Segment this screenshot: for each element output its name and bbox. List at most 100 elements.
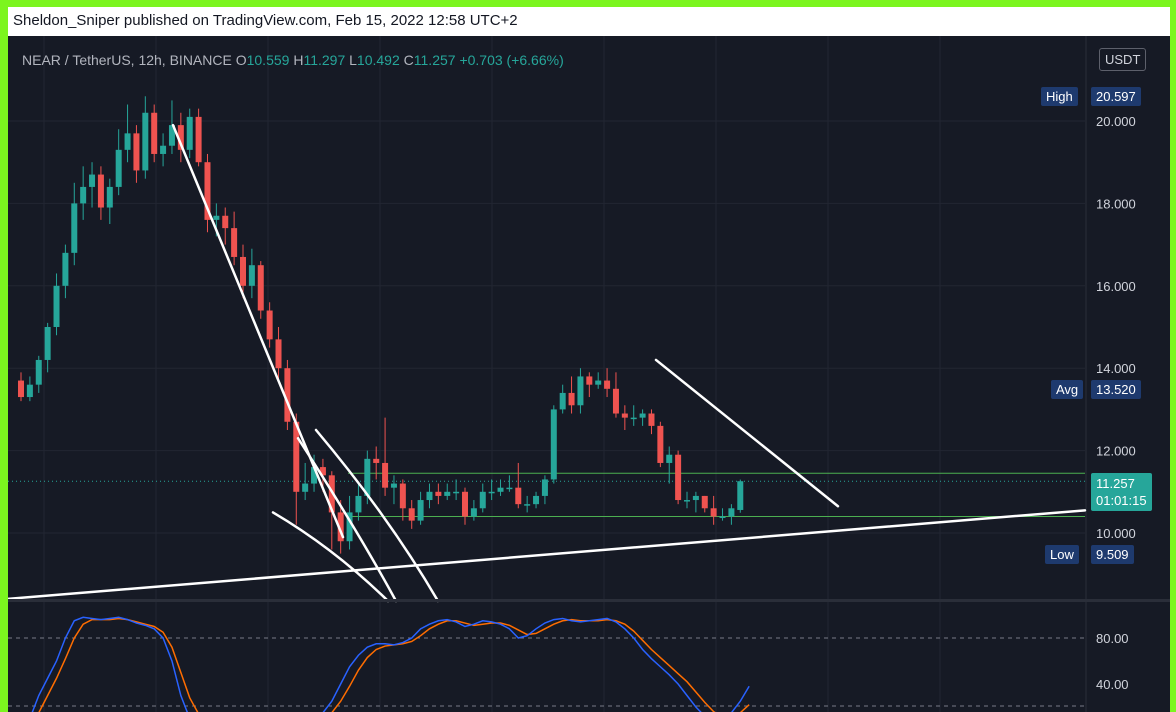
- candle-up: [426, 491, 433, 501]
- candle-down: [382, 462, 389, 488]
- candle-down: [319, 467, 326, 476]
- candle-up: [62, 252, 69, 286]
- candle-down: [284, 368, 291, 422]
- avg-value-badge: 13.520: [1091, 380, 1141, 399]
- candle-up: [44, 327, 51, 360]
- high-value-text: 20.597: [1096, 89, 1136, 104]
- candle-up: [541, 479, 548, 496]
- price-tick-label: 12.000: [1096, 444, 1136, 459]
- currency-button[interactable]: USDT: [1099, 48, 1147, 71]
- candle-down: [337, 512, 344, 542]
- candle-down: [515, 487, 522, 505]
- candle-up: [550, 409, 557, 480]
- candle-down: [195, 116, 202, 163]
- candle-up: [346, 512, 353, 542]
- candle-down: [373, 458, 380, 463]
- close-label: C: [403, 52, 414, 68]
- candle-down: [648, 413, 655, 426]
- candle-down: [657, 425, 664, 463]
- candle-down: [266, 310, 273, 340]
- price-tick-label: 16.000: [1096, 279, 1136, 294]
- change-value: +0.703 (+6.66%): [459, 52, 564, 68]
- candle-down: [151, 112, 158, 154]
- candle-up: [390, 483, 397, 488]
- published-bar: Sheldon_Sniper published on TradingView.…: [8, 7, 1170, 36]
- pane-separator-top: [8, 599, 1170, 602]
- candle-up: [479, 491, 486, 509]
- candle-up: [728, 508, 735, 517]
- candle-up: [124, 133, 131, 150]
- price-tick-label: 20.000: [1096, 114, 1136, 129]
- candle-up: [89, 174, 96, 187]
- candle-down: [701, 495, 708, 509]
- candle-up: [364, 458, 371, 496]
- candle-up: [311, 467, 318, 484]
- price-tick-label: 10.000: [1096, 526, 1136, 541]
- candle-up: [666, 454, 673, 463]
- stoch-tick-label: 80.00: [1096, 631, 1129, 646]
- candle-up: [470, 508, 477, 517]
- high-value-badge: 20.597: [1091, 87, 1141, 106]
- candle-down: [399, 483, 406, 509]
- candle-down: [204, 162, 211, 220]
- last-price-text: 11.257: [1096, 476, 1135, 491]
- candle-up: [213, 215, 220, 220]
- candle-down: [222, 215, 229, 229]
- high-label-badge: High: [1041, 87, 1078, 106]
- candle-down: [18, 380, 24, 398]
- low-value: 10.492: [356, 52, 400, 68]
- candle-up: [302, 483, 309, 492]
- candle-down: [133, 133, 140, 171]
- low-label: L: [349, 52, 357, 68]
- chart-area[interactable]: 10.000 12.000 14.000 16.000 18.000 20.000 40.0…: [8, 36, 1170, 712]
- candle-down: [612, 388, 619, 414]
- candle-up: [444, 491, 451, 496]
- candle-down: [435, 491, 442, 496]
- downtrend-line-second: [654, 358, 840, 508]
- candle-down: [257, 265, 264, 311]
- candle-up: [630, 417, 637, 420]
- candle-up: [26, 384, 33, 398]
- candle-up: [35, 359, 42, 385]
- low-label-text: Low: [1050, 547, 1074, 562]
- candle-down: [710, 508, 717, 517]
- candle-up: [168, 125, 175, 146]
- candle-down: [462, 491, 468, 517]
- downtrend-curve-1: [296, 436, 398, 603]
- candle-down: [240, 256, 246, 286]
- candle-up: [577, 376, 584, 406]
- stoch-tick-label: 40.00: [1096, 677, 1129, 692]
- low-label-badge: Low: [1045, 545, 1079, 564]
- candle-up: [497, 487, 504, 492]
- candle-up: [559, 392, 566, 410]
- published-text: Sheldon_Sniper published on TradingView.…: [13, 12, 518, 29]
- candle-down: [586, 376, 593, 385]
- candle-up: [692, 495, 699, 501]
- candle-down: [275, 339, 282, 369]
- candle-up: [80, 186, 87, 204]
- open-label: O: [235, 52, 247, 68]
- candle-up: [71, 203, 78, 253]
- candlestick-chart[interactable]: 10.000 12.000 14.000 16.000 18.000 20.000 40.0…: [8, 36, 1170, 712]
- candle-up: [106, 186, 113, 208]
- high-label: H: [293, 52, 304, 68]
- candle-up: [737, 481, 744, 510]
- candle-up: [533, 495, 540, 505]
- candle-up: [719, 516, 726, 519]
- candle-down: [293, 421, 300, 492]
- symbol-legend: NEAR / TetherUS, 12h, BINANCE O10.559 H1…: [22, 52, 564, 68]
- candle-up: [595, 380, 602, 385]
- open-value: 10.559: [246, 52, 290, 68]
- low-value-badge: 9.509: [1091, 545, 1134, 564]
- avg-label-badge: Avg: [1051, 380, 1084, 399]
- candle-up: [142, 112, 149, 171]
- close-value: 11.257: [413, 52, 456, 68]
- candle-down: [328, 475, 335, 513]
- candle-up: [186, 116, 193, 150]
- candle-down: [231, 228, 238, 257]
- stoch-k-line: [31, 616, 750, 712]
- candle-down: [97, 174, 104, 208]
- candle-down: [568, 392, 575, 406]
- avg-value-text: 13.520: [1096, 382, 1136, 397]
